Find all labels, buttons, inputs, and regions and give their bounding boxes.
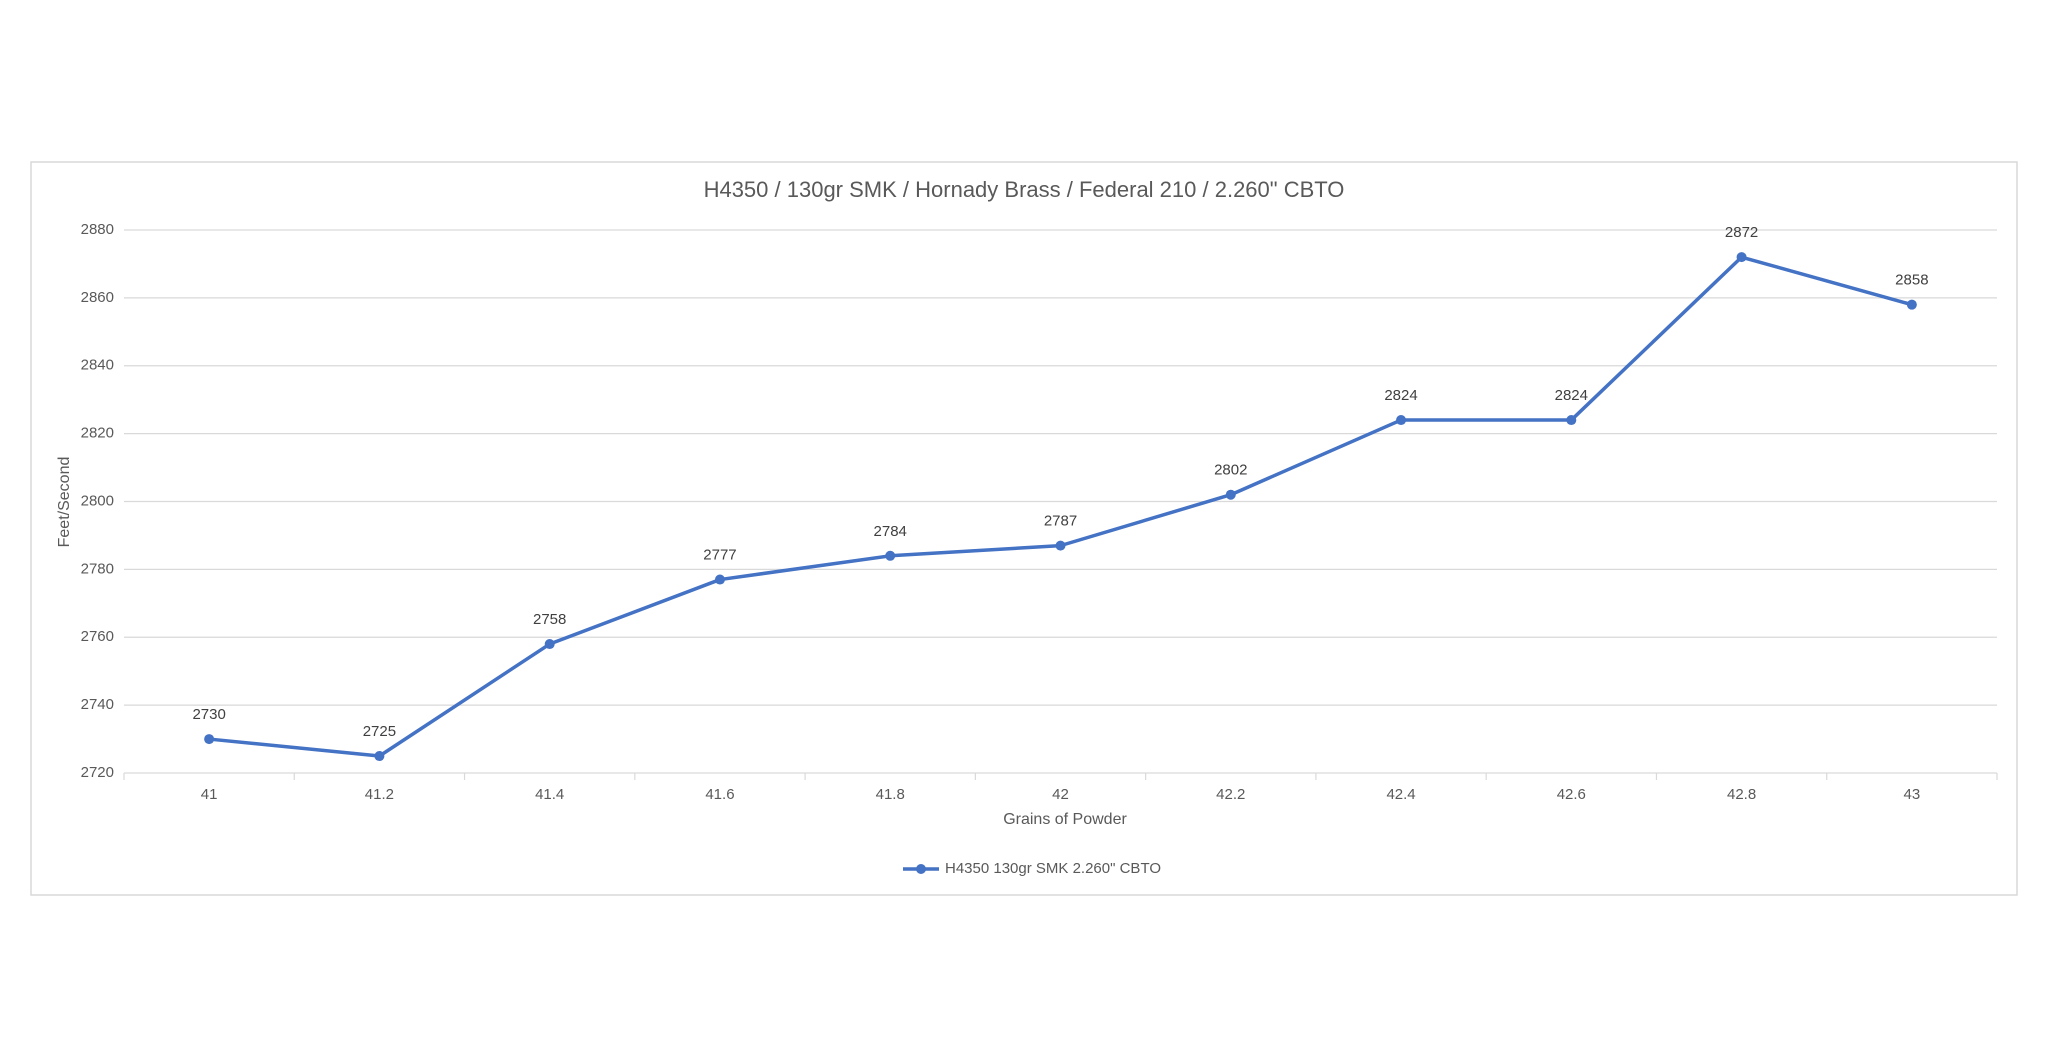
data-label: 2802	[1214, 462, 1247, 479]
chart-area	[30, 161, 2018, 896]
y-tick-label: 2880	[81, 221, 114, 238]
chart-title: H4350 / 130gr SMK / Hornady Brass / Fede…	[704, 177, 1345, 202]
data-label: 2730	[192, 706, 225, 723]
x-tick-label: 42.4	[1386, 786, 1415, 803]
data-label: 2858	[1895, 272, 1928, 289]
data-label: 2824	[1555, 387, 1588, 404]
x-tick-label: 41.6	[705, 786, 734, 803]
y-tick-label: 2720	[81, 764, 114, 781]
data-label: 2824	[1384, 387, 1417, 404]
x-tick-label: 42.6	[1557, 786, 1586, 803]
x-tick-label: 41.4	[535, 786, 564, 803]
y-tick-label: 2860	[81, 289, 114, 306]
data-point	[714, 574, 725, 585]
data-point	[204, 734, 215, 745]
y-tick-label: 2820	[81, 425, 114, 442]
data-point	[1396, 415, 1407, 426]
x-tick-label: 41.2	[365, 786, 394, 803]
x-tick-label: 42	[1052, 786, 1069, 803]
x-tick-label: 41	[201, 786, 218, 803]
data-label: 2725	[363, 723, 396, 740]
data-label: 2787	[1044, 513, 1077, 530]
data-label: 2784	[874, 523, 907, 540]
y-tick-label: 2760	[81, 628, 114, 645]
data-point	[1055, 540, 1066, 551]
y-tick-label: 2740	[81, 696, 114, 713]
x-tick-label: 42.2	[1216, 786, 1245, 803]
y-tick-label: 2800	[81, 492, 114, 509]
data-point	[1225, 489, 1236, 500]
data-point	[885, 550, 896, 561]
legend-label: H4350 130gr SMK 2.260" CBTO	[945, 860, 1161, 877]
data-label: 2758	[533, 611, 566, 628]
y-axis-title: Feet/Second	[56, 457, 73, 548]
x-tick-label: 41.8	[876, 786, 905, 803]
legend-marker	[916, 864, 926, 874]
data-label: 2777	[703, 547, 736, 564]
data-point	[544, 639, 555, 650]
y-tick-label: 2840	[81, 357, 114, 374]
x-tick-label: 43	[1904, 786, 1921, 803]
data-point	[374, 751, 385, 762]
y-tick-label: 2780	[81, 560, 114, 577]
x-axis-title: Grains of Powder	[1003, 811, 1127, 828]
data-point	[1736, 252, 1747, 263]
data-point	[1906, 299, 1917, 310]
data-point	[1566, 415, 1577, 426]
x-tick-label: 42.8	[1727, 786, 1756, 803]
data-label: 2872	[1725, 224, 1758, 241]
